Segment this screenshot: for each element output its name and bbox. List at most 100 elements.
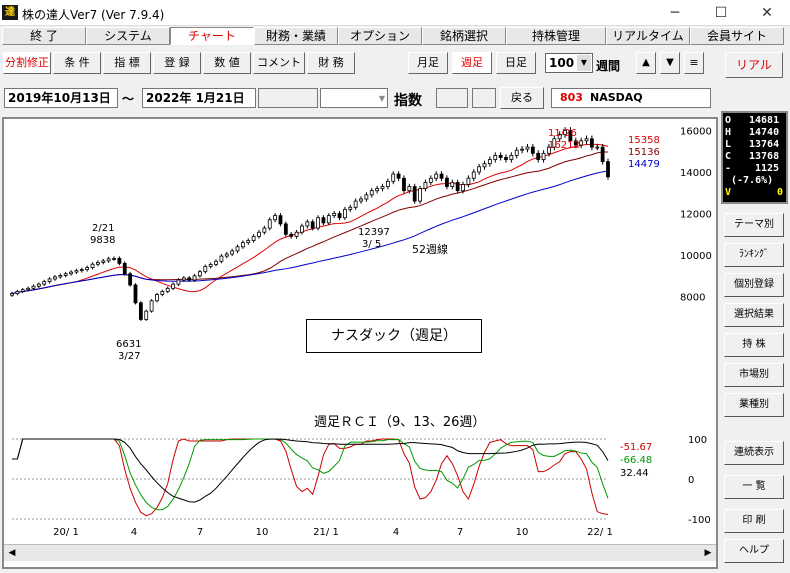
rci-mid-value: -66.48 [620, 455, 653, 466]
candle-body [106, 258, 111, 262]
candle-body [47, 278, 52, 283]
period-count-select[interactable]: 100 ▼ [545, 53, 593, 73]
register-button[interactable]: 登 録 [153, 52, 201, 74]
print-button[interactable]: 印 刷 [724, 509, 784, 533]
quote-value-c: 13768 [749, 151, 780, 162]
blank-field [258, 88, 318, 108]
candle-body [380, 186, 385, 190]
candle-body [214, 260, 218, 265]
feb-value-label: 9838 [90, 235, 116, 246]
date-separator: 〜 [122, 92, 135, 106]
by-industry-button[interactable]: 業種別 [724, 393, 784, 417]
menu-options[interactable]: オプション [338, 27, 422, 45]
app-icon: 達 [2, 5, 18, 20]
x-tick-label: 20/ 1 [53, 527, 79, 538]
menu-system[interactable]: システム [86, 27, 170, 45]
candle-body [192, 275, 197, 281]
candle-body [412, 186, 417, 202]
monthly-button[interactable]: 月足 [408, 52, 448, 74]
quote-key-c: C [725, 151, 732, 162]
candle-body [74, 270, 79, 273]
help-button[interactable]: ヘルプ [724, 539, 784, 563]
back-button[interactable]: 戻る [500, 87, 544, 109]
candle-body [36, 283, 41, 287]
quote-panel: O 14681 H 14740 L 13764 C 13768 - 1125 (… [721, 111, 788, 204]
menu-lines-icon[interactable]: ≡ [684, 52, 704, 74]
title-bar: 達 株の達人Ver7 (Ver 7.9.4) ─ ☐ ✕ [0, 0, 790, 26]
candle-body [96, 261, 100, 265]
candle-body [391, 173, 396, 182]
condition-button[interactable]: 条 件 [53, 52, 101, 74]
individual-register-button[interactable]: 個別登録 [724, 273, 784, 297]
theme-button[interactable]: テーマ別 [724, 213, 784, 237]
candle-body [10, 293, 14, 296]
scroll-left-icon[interactable]: ◀ [8, 548, 16, 558]
split-adjust-button[interactable]: 分割修正 [3, 52, 51, 74]
candle-body [79, 269, 84, 272]
candle-body [20, 289, 25, 292]
comment-button[interactable]: コメント [253, 52, 305, 74]
x-tick-label: 4 [131, 527, 137, 538]
menu-finance[interactable]: 財務・業績 [254, 27, 338, 45]
candle-body [600, 146, 605, 163]
chart-panel[interactable]: 8000 10000 12000 14000 16000 100 0 -100 20/ 1 4 7 1… [2, 117, 718, 569]
candle-body [557, 134, 562, 140]
candle-body [198, 271, 202, 277]
close-button[interactable]: ✕ [761, 5, 773, 21]
indicator-button[interactable]: 指 標 [103, 52, 151, 74]
candle-body [482, 163, 487, 168]
arrow-down-icon[interactable]: ▼ [660, 52, 680, 74]
date-to-field[interactable]: 2022年 1月21日 [142, 88, 256, 108]
candle-body [606, 161, 610, 178]
quote-key-change: - [725, 163, 732, 174]
candle-body [133, 284, 138, 304]
stock-code-box[interactable]: 803 NASDAQ [551, 88, 711, 108]
menu-stock-select[interactable]: 銘柄選択 [422, 27, 506, 45]
quote-value-h: 14740 [749, 127, 780, 138]
weekly-button[interactable]: 週足 [452, 52, 492, 74]
y-tick-label: 10000 [680, 251, 712, 262]
x-tick-label: 7 [197, 527, 203, 538]
arrow-up-icon[interactable]: ▲ [636, 52, 656, 74]
date-from-field[interactable]: 2019年10月13日 [4, 88, 118, 108]
candle-body [144, 310, 149, 320]
candle-body [15, 291, 20, 294]
menu-member-site[interactable]: 会員サイト [690, 27, 784, 45]
financials-button[interactable]: 財 務 [307, 52, 355, 74]
continuous-display-button[interactable]: 連続表示 [724, 441, 784, 465]
numbers-button[interactable]: 数 値 [203, 52, 251, 74]
by-market-button[interactable]: 市場別 [724, 363, 784, 387]
candle-body [90, 263, 95, 268]
candle-body [31, 285, 36, 289]
candle-body [595, 146, 600, 149]
minimize-button[interactable]: ─ [670, 5, 680, 21]
mar-date-label: 3/ 5 [362, 239, 382, 250]
menu-holdings[interactable]: 持株管理 [506, 27, 606, 45]
quote-value-o: 14681 [749, 115, 780, 126]
ranking-button[interactable]: ﾗﾝｷﾝｸﾞ [724, 243, 784, 267]
candle-body [117, 258, 122, 264]
x-tick-label: 7 [457, 527, 463, 538]
scroll-right-icon[interactable]: ▶ [704, 548, 712, 558]
rci-long-value: 32.44 [620, 468, 649, 479]
type-select[interactable]: ▼ [320, 88, 388, 108]
list-button[interactable]: 一 覧 [724, 475, 784, 499]
daily-button[interactable]: 日足 [496, 52, 536, 74]
menu-realtime[interactable]: リアルタイム [606, 27, 690, 45]
horizontal-scrollbar[interactable]: ◀ ▶ [4, 544, 716, 561]
candle-body [155, 294, 159, 302]
chevron-down-icon: ▼ [378, 94, 385, 103]
menu-exit[interactable]: 終 了 [2, 27, 86, 45]
selection-results-button[interactable]: 選択結果 [724, 303, 784, 327]
ma-mid-value: 15136 [628, 147, 660, 158]
x-tick-label: 10 [516, 527, 529, 538]
candle-body [112, 258, 116, 260]
holdings-button[interactable]: 持 株 [724, 333, 784, 357]
menu-chart[interactable]: チャート [170, 27, 254, 45]
high-date-label: 11/26 [548, 128, 577, 139]
candle-body [418, 188, 422, 202]
realtime-button[interactable]: リアル [725, 52, 783, 78]
ma-long-line [11, 170, 609, 294]
maximize-button[interactable]: ☐ [714, 5, 728, 21]
candle-body [149, 300, 154, 312]
